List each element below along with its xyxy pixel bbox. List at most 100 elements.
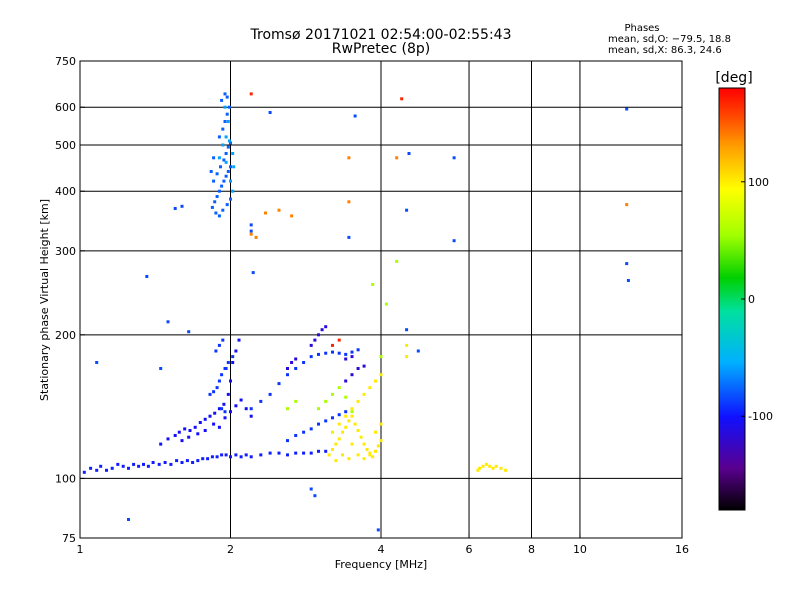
x-tick-label: 16 xyxy=(675,543,689,556)
echo-point xyxy=(222,158,226,162)
echo-point xyxy=(191,461,195,464)
echo-point xyxy=(232,165,236,169)
echo-point xyxy=(127,518,130,521)
scatter-points xyxy=(82,92,630,532)
echo-point xyxy=(499,466,503,470)
echo-point xyxy=(484,462,488,466)
echo-point xyxy=(198,421,202,424)
echo-point xyxy=(213,200,217,204)
echo-point xyxy=(277,451,281,455)
echo-point xyxy=(400,97,404,101)
echo-point xyxy=(188,429,192,432)
colorbar-label: [deg] xyxy=(715,70,752,86)
echo-point xyxy=(395,156,399,160)
y-tick-label: 75 xyxy=(62,532,76,545)
echo-point xyxy=(180,439,184,443)
grid-lines xyxy=(80,61,682,538)
echo-point xyxy=(331,343,334,347)
echo-point xyxy=(317,352,320,356)
echo-point xyxy=(309,487,313,491)
echo-point xyxy=(220,184,224,188)
echo-point xyxy=(350,414,354,418)
echo-point xyxy=(277,208,281,212)
y-tick-label: 300 xyxy=(55,245,76,258)
echo-point xyxy=(217,135,221,139)
echo-point xyxy=(313,338,317,342)
x-axis-label: Frequency [MHz] xyxy=(335,558,427,571)
echo-point xyxy=(244,453,248,457)
echo-point xyxy=(356,429,360,432)
chart-subtitle: RwPretec (8p) xyxy=(332,41,430,57)
echo-point xyxy=(331,392,334,396)
echo-point xyxy=(217,425,221,429)
echo-point xyxy=(379,439,383,443)
echo-point xyxy=(374,449,377,453)
echo-point xyxy=(217,189,221,193)
echo-point xyxy=(187,435,191,439)
echo-point xyxy=(180,204,184,208)
echo-point xyxy=(337,351,341,355)
x-tick-label: 6 xyxy=(466,543,473,556)
echo-point xyxy=(146,464,150,468)
echo-point xyxy=(231,152,235,155)
echo-point xyxy=(220,407,224,411)
echo-point xyxy=(286,373,289,377)
echo-point xyxy=(286,367,289,370)
echo-point xyxy=(220,373,224,377)
echo-point xyxy=(225,95,229,99)
echo-point xyxy=(350,410,354,414)
echo-point xyxy=(309,343,313,347)
echo-point xyxy=(224,367,228,370)
echo-point xyxy=(379,422,383,426)
echo-point xyxy=(221,143,225,147)
echo-point xyxy=(309,451,313,455)
echo-point xyxy=(405,343,409,347)
echo-point xyxy=(224,135,228,139)
echo-point xyxy=(324,399,328,403)
echo-point xyxy=(365,448,369,451)
echo-point xyxy=(215,195,219,198)
echo-point xyxy=(286,439,289,443)
echo-point xyxy=(313,494,317,498)
echo-point xyxy=(95,361,99,364)
echo-point xyxy=(201,457,205,461)
echo-point xyxy=(244,407,248,411)
echo-point xyxy=(116,462,120,466)
echo-point xyxy=(374,430,377,434)
echo-point xyxy=(163,461,167,464)
legend-line-x: mean, sd,X: 86.3, 24.6 xyxy=(608,45,722,56)
echo-point xyxy=(286,453,289,457)
echo-point xyxy=(334,442,338,446)
echo-point xyxy=(337,338,341,342)
echo-point xyxy=(193,425,197,429)
echo-point xyxy=(625,107,629,111)
echo-point xyxy=(251,271,255,275)
echo-point xyxy=(196,432,200,436)
echo-point xyxy=(476,468,480,472)
echo-point xyxy=(350,442,354,446)
echo-point xyxy=(229,455,232,459)
echo-point xyxy=(376,444,380,448)
echo-point xyxy=(625,203,629,207)
echo-point xyxy=(625,262,629,266)
x-tick-label: 10 xyxy=(573,543,587,556)
x-tick-label: 1 xyxy=(77,543,84,556)
echo-point xyxy=(350,373,354,377)
echo-point xyxy=(110,466,114,470)
echo-point xyxy=(259,399,263,403)
echo-point xyxy=(225,112,229,116)
echo-point xyxy=(626,279,630,282)
echo-point xyxy=(347,235,351,239)
echo-point xyxy=(173,207,177,210)
echo-point xyxy=(229,141,232,145)
echo-point xyxy=(159,367,163,370)
echo-point xyxy=(234,349,238,353)
echo-point xyxy=(341,430,344,434)
echo-point xyxy=(317,407,320,411)
echo-point xyxy=(368,453,372,457)
echo-point xyxy=(374,379,377,383)
echo-point xyxy=(324,449,328,453)
echo-point xyxy=(405,208,409,212)
echo-point xyxy=(317,449,320,453)
echo-point xyxy=(337,413,341,417)
